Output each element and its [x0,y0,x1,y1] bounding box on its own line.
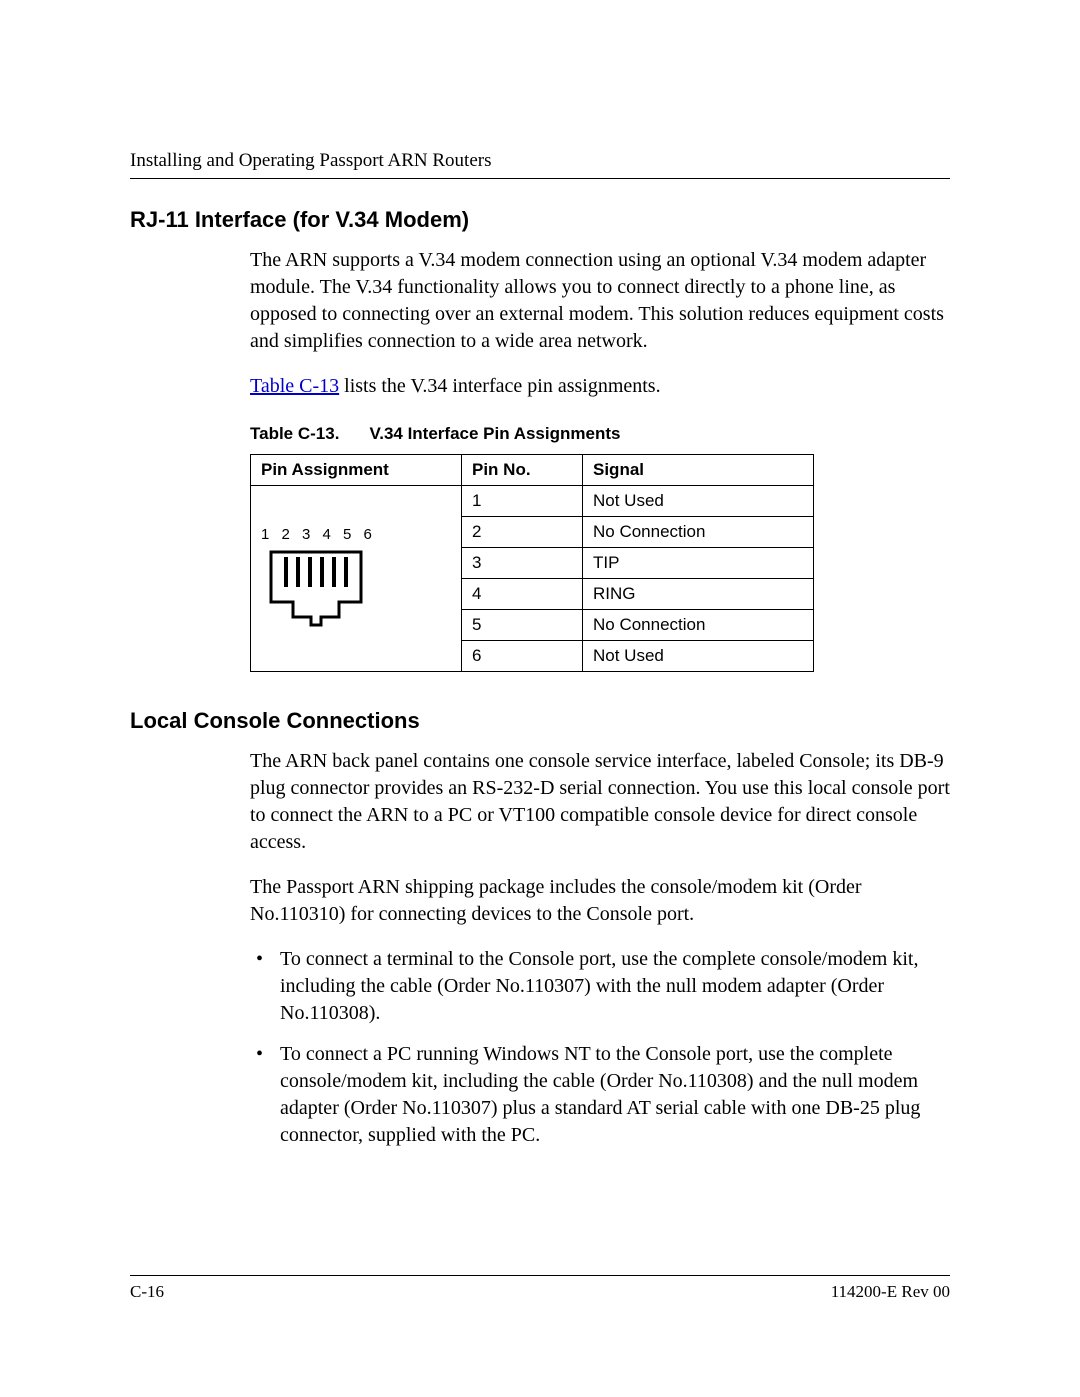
doc-revision: 114200-E Rev 00 [831,1282,950,1302]
list-item: To connect a terminal to the Console por… [250,946,950,1027]
section-heading-rj11: RJ-11 Interface (for V.34 Modem) [130,207,950,233]
page-number: C-16 [130,1282,164,1302]
cell-pin: 1 [462,486,583,517]
connector-pin-numbers: 1 2 3 4 5 6 [261,526,451,543]
rj11-connector-icon [261,547,371,627]
section2-para2: The Passport ARN shipping package includ… [250,874,950,928]
cell-pin: 2 [462,517,583,548]
cell-pin: 5 [462,610,583,641]
table-caption: Table C-13. V.34 Interface Pin Assignment… [250,424,950,444]
table-caption-title: V.34 Interface Pin Assignments [369,424,620,443]
cell-signal: RING [583,579,814,610]
pin-assignment-table: Pin Assignment Pin No. Signal 1 2 3 4 5 … [250,454,814,672]
cell-signal: Not Used [583,486,814,517]
cell-signal: TIP [583,548,814,579]
th-pin-no: Pin No. [462,455,583,486]
section-heading-console: Local Console Connections [130,708,950,734]
page-container: Installing and Operating Passport ARN Ro… [0,0,1080,1397]
page-footer: C-16 114200-E Rev 00 [130,1275,950,1302]
cell-signal: No Connection [583,517,814,548]
footer-rule [130,1275,950,1276]
th-pin-assignment: Pin Assignment [251,455,462,486]
list-item: To connect a PC running Windows NT to th… [250,1041,950,1149]
cell-pin: 6 [462,641,583,672]
cell-signal: Not Used [583,641,814,672]
th-signal: Signal [583,455,814,486]
running-header: Installing and Operating Passport ARN Ro… [130,150,950,179]
header-rule [130,178,950,179]
table-c13-link[interactable]: Table C-13 [250,375,339,397]
cell-pin: 3 [462,548,583,579]
section1-para2-rest: lists the V.34 interface pin assignments… [339,375,660,397]
footer-row: C-16 114200-E Rev 00 [130,1282,950,1302]
connector-diagram-cell: 1 2 3 4 5 6 [251,486,462,672]
table-row: 1 2 3 4 5 6 1 Not Used [251,486,814,517]
section1-para2: Table C-13 lists the V.34 interface pin … [250,373,950,400]
cell-pin: 4 [462,579,583,610]
header-title: Installing and Operating Passport ARN Ro… [130,150,950,172]
console-bullet-list: To connect a terminal to the Console por… [250,946,950,1149]
cell-signal: No Connection [583,610,814,641]
section2-para1: The ARN back panel contains one console … [250,748,950,856]
table-header-row: Pin Assignment Pin No. Signal [251,455,814,486]
section1-para1: The ARN supports a V.34 modem connection… [250,247,950,355]
table-caption-number: Table C-13. [250,424,339,444]
